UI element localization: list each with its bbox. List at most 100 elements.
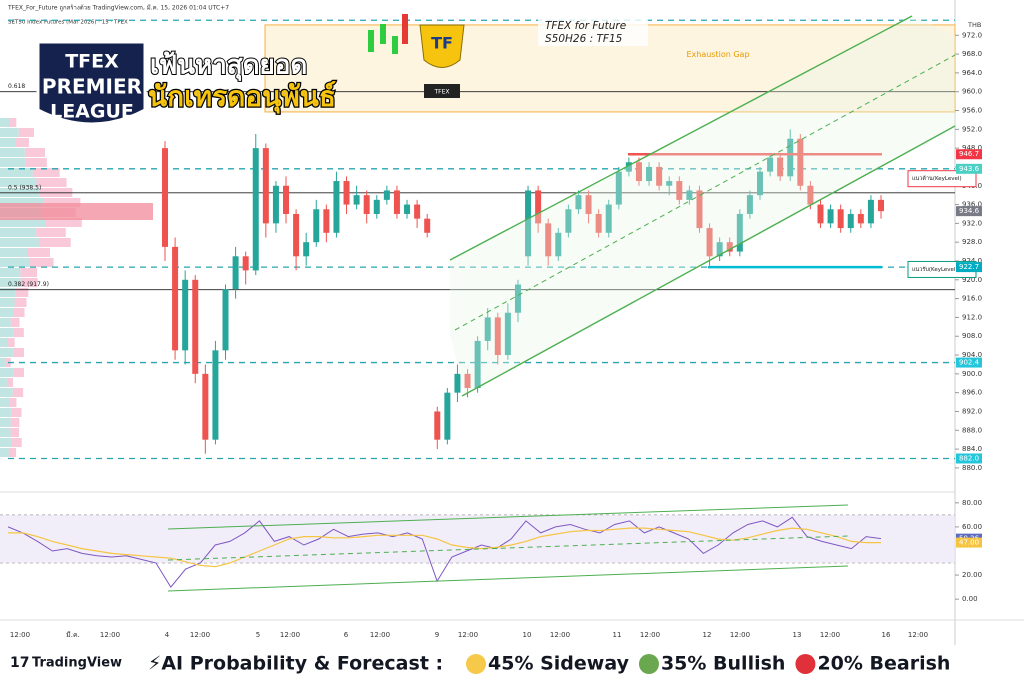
profile-bar [0,448,9,457]
rsi-tag [956,537,982,548]
candle-body [696,190,703,229]
profile-bar [10,318,20,327]
logo-text: LEAGUE [50,101,134,123]
profile-bar [0,128,19,137]
profile-bar [0,248,28,257]
candle-body [767,157,774,172]
price-tag-label: 946.7 [959,150,979,158]
candle-body [242,256,249,271]
poc-bar [0,203,153,220]
time-label: 12:00 [730,631,750,639]
time-label: 12:00 [640,631,660,639]
y-tick-label: 920.0 [962,276,982,284]
time-label: 12 [703,631,712,639]
time-label: 12:00 [820,631,840,639]
candle-body [666,181,673,186]
candle-body [212,350,219,440]
price-tag [956,453,982,464]
profile-bar [0,268,21,277]
candle-body [162,148,168,247]
y-tick-label: 968.0 [962,50,982,58]
candle-body [605,204,612,233]
price-tag [956,206,982,217]
profile-bar [0,318,11,327]
profile-bar [44,198,81,207]
profile-bar [38,238,71,247]
profile-bar [27,248,50,257]
candle-body [726,242,733,252]
candle-body [646,166,653,182]
candle-body [867,199,874,224]
price-tag [956,149,982,160]
time-label: 6 [344,631,349,639]
profile-bar [18,128,35,137]
candle-body [565,209,572,233]
price-tag [956,262,982,273]
profile-bar [13,328,24,337]
candle-body [797,138,804,186]
profile-bar [0,258,30,267]
candle-body [847,213,854,229]
rsi-tick-label: 0.00 [962,595,978,603]
profile-bar [8,118,17,127]
y-tick-label: 972.0 [962,31,982,39]
candle-body [444,392,451,440]
candle-body [272,185,279,224]
profile-bar [25,158,47,167]
time-label: 16 [882,631,891,639]
price-tag-label: 882.0 [959,454,979,462]
profile-bar [0,288,16,297]
profile-bar [0,298,15,307]
profile-bar [36,178,67,187]
candle-body [615,171,622,205]
y-tick-label: 952.0 [962,125,982,133]
candle-body [736,213,743,252]
candle-body [535,190,542,224]
forecast-text: 35% Bullish [661,653,785,675]
profile-bar [15,138,29,147]
profile-bar [0,238,39,247]
candle-body [555,232,562,257]
price-tag-label: 902.4 [959,359,980,367]
candle-body [172,246,179,351]
candle-body [222,289,229,351]
candle-body [817,204,824,224]
candle-body [404,204,411,214]
y-tick-label: 888.0 [962,426,982,434]
y-tick-label: 960.0 [962,88,982,96]
y-tick-label: 908.0 [962,332,982,340]
candle-body [232,256,239,290]
candle-body [575,195,582,210]
y-tick-label: 932.0 [962,219,982,227]
candle-body [192,279,199,374]
candle-body [504,312,511,356]
badge: TF [431,34,453,53]
candle-body [373,199,380,214]
time-label: 12:00 [100,631,120,639]
key-level-label: แนวรับ(KeyLevel) [912,266,958,273]
chart-title: TFEX for Future [545,20,626,32]
title-box [538,18,648,46]
profile-bar [0,148,25,157]
fib-label: 0.618 [8,83,25,90]
time-label: 10 [523,631,532,639]
candle-body [585,195,592,214]
footer: 17 TradingView ⚡AI Probability & Forecas… [10,653,950,675]
candle-body [827,209,834,224]
profile-bar [44,218,82,227]
forecast-title: ⚡AI Probability & Forecast : [148,653,443,675]
candle-body [353,195,360,205]
y-tick-label: 904.0 [962,351,982,359]
candle-body [283,185,290,214]
y-tick-label: 948.0 [962,144,982,152]
profile-bar [0,408,12,417]
time-label: 11 [613,631,622,639]
profile-bar [0,418,11,427]
chart-subtitle: S50H26 : TF15 [545,33,623,45]
price-tag-label: 934.6 [959,207,980,215]
forecast-dot [638,654,659,674]
candle-body [545,223,552,257]
y-tick-label: 928.0 [962,238,982,246]
